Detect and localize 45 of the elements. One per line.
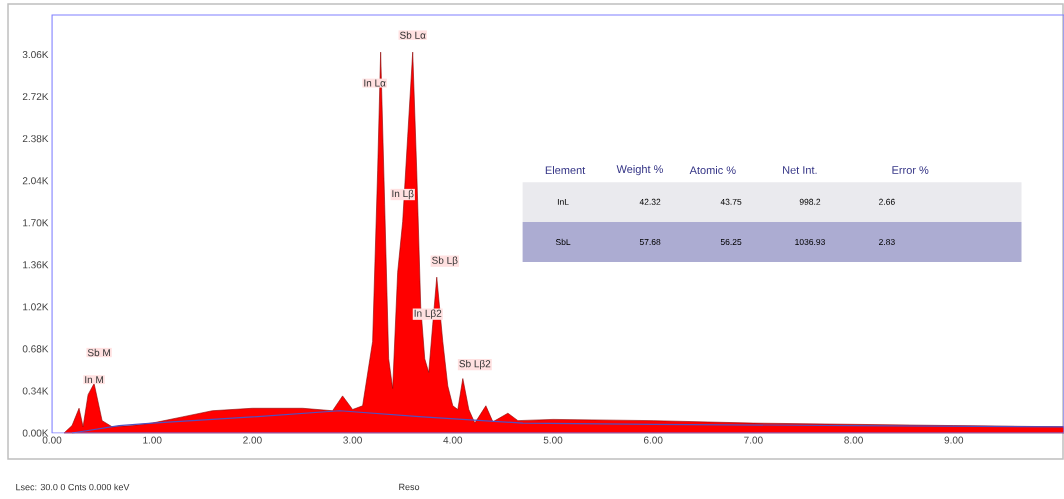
annotation: Sb Lβ — [432, 256, 458, 266]
y-tick-label: 2.04K — [22, 177, 49, 185]
y-tick-label: 1.36K — [23, 261, 49, 269]
y-tick-label: 3.06K — [22, 51, 49, 59]
y-tick-label: 2.72K — [22, 93, 49, 101]
annotation: Net Int. — [783, 166, 817, 174]
y-tick-label: 0.34K — [22, 387, 49, 395]
x-tick-label: 4.00 — [443, 436, 463, 444]
y-tick-label: 1.70K — [23, 219, 49, 227]
annotation: 998.2 — [799, 198, 821, 205]
x-tick-label: 0.00 — [42, 436, 62, 444]
x-tick-label: 2.00 — [243, 436, 262, 444]
y-tick-label: 0.00K — [22, 429, 49, 437]
annotation: 57.68 — [639, 238, 661, 245]
text: Reso — [399, 483, 420, 491]
annotation: SbL — [555, 238, 571, 246]
annotation: 2.66 — [879, 198, 895, 205]
y-tick-label: 1.02K — [23, 303, 49, 311]
annotation: Error % — [892, 166, 929, 174]
annotation: In Lβ — [392, 189, 414, 200]
y-tick-label: 2.38K — [22, 135, 49, 143]
y-tick-label: 0.68K — [22, 345, 49, 353]
annotation: 56.25 — [720, 238, 742, 245]
annotation: Element — [545, 166, 586, 175]
x-tick-label: 8.00 — [844, 436, 863, 444]
annotation: 43.75 — [720, 198, 742, 205]
annotation: 2.83 — [879, 238, 895, 245]
x-tick-label: 9.00 — [944, 436, 964, 444]
annotation: Sb Lβ2 — [459, 359, 491, 370]
x-tick-label: 5.00 — [543, 436, 563, 444]
annotation: Sb M — [87, 348, 110, 357]
annotation: Weight % — [616, 164, 663, 176]
annotation: In M — [85, 376, 103, 384]
annotation: Atomic % — [689, 166, 736, 175]
annotation: In Lα — [364, 79, 386, 87]
x-tick-label: 1.00 — [143, 436, 162, 444]
x-tick-label: 6.00 — [643, 436, 663, 444]
x-tick-label: 7.00 — [744, 436, 763, 444]
annotation: Sb Lα — [399, 31, 426, 39]
annotation: In Lβ2 — [414, 309, 442, 319]
text: Lsec: 30.0 0 Cnts 0.000 keV — [16, 483, 130, 491]
annotation: 42.32 — [639, 198, 661, 205]
annotation: 1036.93 — [795, 238, 825, 245]
annotation: InL — [557, 198, 569, 205]
x-tick-label: 3.00 — [343, 436, 362, 444]
